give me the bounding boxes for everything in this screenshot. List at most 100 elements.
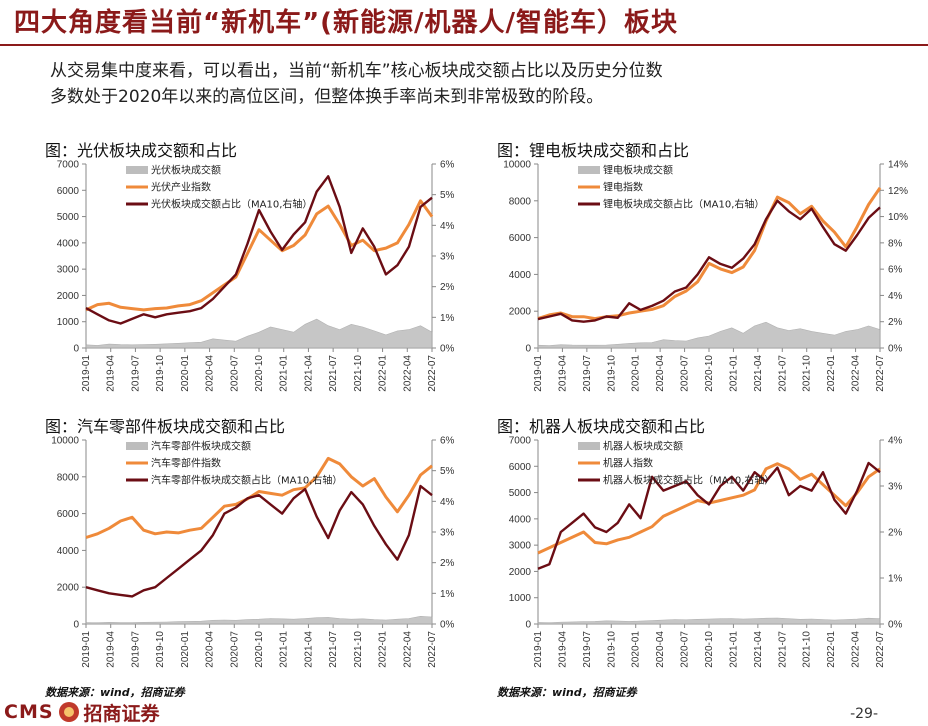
subtitle-line-1: 从交易集中度来看，可以看出，当前“新机车”核心板块成交额占比以及历史分位数 xyxy=(50,61,663,81)
x-tick-label: 2019-07 xyxy=(130,355,141,392)
brand-logo: CMS 招商证券 xyxy=(4,700,160,725)
x-tick-label: 2019-04 xyxy=(106,631,117,668)
chart-pv: 0 1000 2000 3000 4000 5000 6000 7000 0% 1% 2% 3% 4% 5… xyxy=(57,160,455,392)
page-title: 四大角度看当前“新机车”(新能源/机器人/智能车）板块 xyxy=(14,8,679,38)
y-tick-label-left: 6000 xyxy=(57,509,80,520)
legend-swatch-volume xyxy=(126,442,148,450)
y-tick-label-right: 4% xyxy=(440,497,455,508)
y-tick-label-left: 2000 xyxy=(57,583,80,594)
legend-label: 光伏板块成交额占比（MA10,右轴） xyxy=(151,198,312,211)
y-tick-label-left: 0 xyxy=(525,620,531,631)
series-volume-area xyxy=(85,615,433,625)
y-tick-label-left: 7000 xyxy=(509,436,532,447)
y-tick-label-right: 0% xyxy=(888,344,903,355)
x-tick-label: 2020-04 xyxy=(655,631,666,668)
legend-swatch-volume xyxy=(126,166,148,174)
legend-label: 机器人板块成交额占比（MA10,右轴） xyxy=(603,474,774,487)
x-tick-label: 2020-04 xyxy=(205,631,216,668)
x-tick-label: 2022-07 xyxy=(427,631,438,668)
y-tick-label-right: 10% xyxy=(888,212,908,223)
y-tick-label-left: 8000 xyxy=(57,472,80,483)
y-tick-label-left: 0 xyxy=(73,344,79,355)
y-tick-label-left: 0 xyxy=(73,620,79,631)
y-tick-label-right: 0% xyxy=(440,344,455,355)
y-tick-label-right: 1% xyxy=(888,574,903,585)
x-tick-label: 2019-04 xyxy=(557,355,568,392)
subtitle-line-2: 多数处于2020年以来的高位区间，但整体换手率尚未到非常极致的阶段。 xyxy=(50,87,604,107)
legend-label: 汽车零部件板块成交额 xyxy=(151,440,251,453)
x-tick-label: 2021-04 xyxy=(753,631,764,668)
y-tick-label-right: 4% xyxy=(440,221,455,232)
y-tick-label-left: 3000 xyxy=(509,541,532,552)
x-tick-label: 2019-01 xyxy=(81,355,92,392)
y-tick-label-right: 3% xyxy=(440,528,455,539)
x-tick-label: 2019-01 xyxy=(533,631,544,668)
x-tick-label: 2019-10 xyxy=(155,631,166,668)
x-tick-label: 2021-07 xyxy=(777,355,788,392)
x-tick-label: 2020-01 xyxy=(180,355,191,392)
y-tick-label-right: 4% xyxy=(888,436,903,447)
series-ratio-line xyxy=(85,484,433,598)
legend-label: 锂电指数 xyxy=(603,181,643,194)
legend-label: 锂电板块成交额 xyxy=(603,164,673,177)
x-tick-label: 2021-07 xyxy=(777,631,788,668)
y-tick-label-left: 1000 xyxy=(509,593,532,604)
legend-label: 锂电板块成交额占比（MA10,右轴） xyxy=(603,198,764,211)
y-tick-label-right: 6% xyxy=(440,436,455,447)
x-tick-label: 2021-10 xyxy=(353,355,364,392)
x-tick-label: 2021-04 xyxy=(303,355,314,392)
x-tick-label: 2020-04 xyxy=(655,355,666,392)
page-number: -29- xyxy=(850,706,878,722)
x-tick-label: 2019-04 xyxy=(557,631,568,668)
y-tick-label-left: 4000 xyxy=(509,270,532,281)
x-tick-label: 2020-01 xyxy=(180,631,191,668)
chart-title-pv: 图：光伏板块成交额和占比 xyxy=(45,141,238,160)
x-tick-label: 2019-04 xyxy=(106,355,117,392)
x-tick-label: 2020-10 xyxy=(254,631,265,668)
logo-cms-text: CMS xyxy=(4,701,54,723)
y-tick-label-left: 5000 xyxy=(57,212,80,223)
x-tick-label: 2019-10 xyxy=(606,355,617,392)
source-note-left: 数据来源：wind，招商证券 xyxy=(45,686,185,699)
chart-title-auto-parts: 图：汽车零部件板块成交额和占比 xyxy=(45,417,286,436)
x-tick-label: 2022-01 xyxy=(826,355,837,392)
x-tick-label: 2021-10 xyxy=(353,631,364,668)
y-tick-label-left: 2000 xyxy=(509,307,532,318)
legend-label: 汽车零部件指数 xyxy=(151,457,221,470)
x-tick-label: 2021-01 xyxy=(279,631,290,668)
y-tick-label-right: 4% xyxy=(888,291,903,302)
y-tick-label-left: 2000 xyxy=(57,291,80,302)
x-tick-label: 2019-10 xyxy=(606,631,617,668)
legend-label: 光伏产业指数 xyxy=(151,181,211,194)
chart-battery: 0 2000 4000 6000 8000 10000 0% 2% 4% 6% 8% 10% 12% 14… xyxy=(503,160,908,392)
x-tick-label: 2021-01 xyxy=(728,631,739,668)
x-tick-label: 2021-07 xyxy=(328,631,339,668)
y-tick-label-left: 6000 xyxy=(57,186,80,197)
y-tick-label-right: 5% xyxy=(440,190,455,201)
x-tick-label: 2021-04 xyxy=(753,355,764,392)
y-tick-label-right: 6% xyxy=(440,160,455,171)
x-tick-label: 2021-10 xyxy=(802,355,813,392)
y-tick-label-right: 1% xyxy=(440,313,455,324)
logo-emblem-icon xyxy=(58,702,79,722)
y-tick-label-right: 2% xyxy=(888,317,903,328)
x-tick-label: 2021-01 xyxy=(279,355,290,392)
x-tick-label: 2022-04 xyxy=(851,355,862,392)
x-tick-label: 2021-04 xyxy=(303,631,314,668)
x-tick-label: 2020-01 xyxy=(631,631,642,668)
x-tick-label: 2019-01 xyxy=(533,355,544,392)
x-tick-label: 2022-04 xyxy=(851,631,862,668)
source-note-right: 数据来源：wind，招商证券 xyxy=(497,686,637,699)
y-tick-label-right: 0% xyxy=(888,620,903,631)
y-tick-label-right: 2% xyxy=(440,282,455,293)
x-tick-label: 2019-01 xyxy=(81,631,92,668)
x-tick-label: 2022-01 xyxy=(378,631,389,668)
x-tick-label: 2020-04 xyxy=(205,355,216,392)
x-tick-label: 2020-10 xyxy=(254,355,265,392)
series-index-line xyxy=(85,456,433,539)
y-tick-label-left: 4000 xyxy=(509,514,532,525)
legend-label: 汽车零部件板块成交额占比（MA10,右轴） xyxy=(151,474,342,487)
y-tick-label-left: 8000 xyxy=(509,196,532,207)
series-volume-area xyxy=(85,318,433,349)
legend-label: 机器人指数 xyxy=(603,457,653,470)
